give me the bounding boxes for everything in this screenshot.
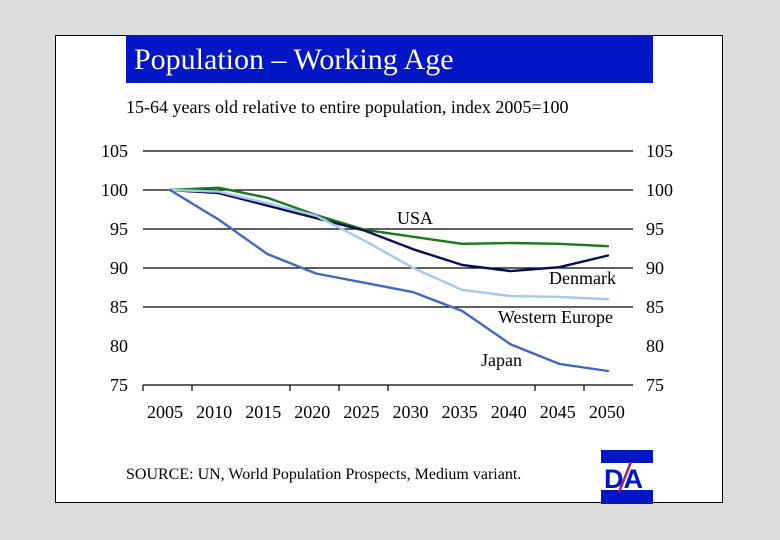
series-label-western-europe: Western Europe [498, 307, 613, 327]
tick-labels: 105 105 100 100 95 95 90 90 85 85 80 80 75 75 2005 2010… [101, 141, 673, 422]
x-tick-label: 2020 [294, 402, 330, 422]
y-tick-label-left: 85 [110, 297, 128, 317]
y-tick-label-left: 105 [101, 141, 128, 161]
y-tick-label-left: 95 [110, 219, 128, 239]
y-tick-label-right: 100 [646, 180, 673, 200]
series-line-denmark [168, 188, 610, 273]
series-label-japan: Japan [481, 350, 522, 370]
y-tick-label-left: 75 [110, 375, 128, 395]
series-line-japan [168, 188, 610, 373]
source-note: SOURCE: UN, World Population Prospects, … [126, 466, 522, 483]
y-tick-label-left: 90 [110, 258, 128, 278]
y-tick-label-right: 80 [646, 336, 664, 356]
slide-title: Population – Working Age [126, 35, 653, 83]
x-tick-label: 2030 [393, 402, 429, 422]
series-lines [168, 186, 610, 373]
x-tick-label: 2050 [589, 402, 625, 422]
series-label-denmark: Denmark [549, 268, 616, 288]
y-tick-label-right: 90 [646, 258, 664, 278]
axes [142, 384, 633, 391]
y-tick-label-right: 95 [646, 219, 664, 239]
y-tick-label-left: 80 [110, 336, 128, 356]
x-tick-label: 2005 [147, 402, 183, 422]
x-tick-label: 2040 [491, 402, 527, 422]
y-tick-label-right: 85 [646, 297, 664, 317]
series-line-usa [168, 186, 610, 248]
x-tick-label: 2025 [343, 402, 379, 422]
da-logo: DA [601, 450, 653, 504]
series-line-western-europe [168, 188, 610, 301]
series-label-usa: USA [397, 208, 433, 228]
x-tick-label: 2045 [540, 402, 576, 422]
y-tick-label-right: 105 [646, 141, 673, 161]
x-tick-label: 2035 [442, 402, 478, 422]
slide-panel [55, 35, 723, 503]
y-tick-label-right: 75 [646, 375, 664, 395]
x-tick-label: 2015 [245, 402, 281, 422]
y-tick-label-left: 100 [101, 180, 128, 200]
x-tick-label: 2010 [196, 402, 232, 422]
chart-subtitle: 15-64 years old relative to entire popul… [126, 97, 569, 117]
logo-slash [617, 461, 633, 493]
series-labels: USA Denmark Western Europe Japan [397, 208, 616, 370]
